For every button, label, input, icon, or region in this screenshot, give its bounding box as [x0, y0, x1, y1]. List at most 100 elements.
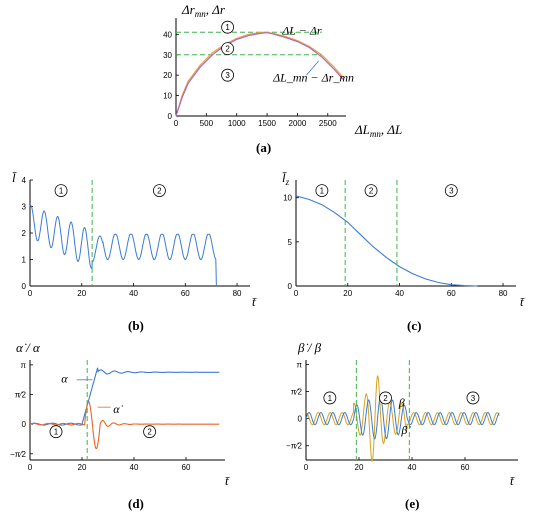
series-alpha: [29, 367, 220, 426]
panel-c-ylabel: l̄z: [282, 170, 290, 187]
y-tick-label: 0: [22, 282, 27, 291]
panel-b-xlabel: t̄: [252, 294, 257, 309]
zone-label: 2: [383, 394, 388, 403]
y-tick-label: −π⁄2: [10, 450, 27, 459]
zone-marker: [466, 391, 480, 405]
zone-marker: [364, 184, 378, 198]
zone-label: 3: [225, 71, 230, 80]
y-tick-label: π: [296, 360, 302, 369]
y-tick-label: 1: [22, 256, 27, 265]
x-tick-label: 20: [343, 289, 352, 298]
panel-b-ylabel: l̄: [12, 170, 17, 185]
y-tick-label: 40: [163, 30, 172, 39]
x-tick-label: 1500: [258, 119, 276, 128]
y-tick-label: 0: [168, 112, 173, 121]
zone-label: 1: [59, 187, 64, 196]
x-tick-label: 2500: [319, 119, 337, 128]
zone-marker: [54, 184, 68, 198]
zone-marker: [323, 391, 337, 405]
x-tick-label: 0: [174, 119, 179, 128]
panel-a-ylabel: Δrmn, Δr: [181, 2, 226, 19]
x-tick-label: 60: [447, 289, 456, 298]
y-tick-label: 0: [22, 420, 27, 429]
zone-label: 1: [328, 394, 333, 403]
panel-b: l̄ t̄ (b) 0 20 40 60 80 0 1 2 3 4 1 2: [12, 170, 257, 333]
x-tick-label: 40: [395, 289, 404, 298]
x-tick-label: 80: [233, 289, 242, 298]
panel-c-caption: (c): [407, 318, 421, 333]
x-tick-label: 20: [77, 289, 86, 298]
y-tick-label: 0: [288, 282, 293, 291]
zone-marker: [49, 425, 63, 439]
x-tick-label: 40: [130, 463, 139, 472]
panel-d-ylabel: α̇ / α: [16, 340, 41, 355]
zone-marker: [143, 425, 157, 439]
x-tick-label: 80: [499, 289, 508, 298]
series-lz: [295, 195, 478, 287]
zone-label: 2: [369, 187, 374, 196]
zone-label: 3: [471, 394, 476, 403]
panel-a-xlabel: ΔLmn, ΔL: [354, 122, 402, 139]
annotation-beta: β: [398, 396, 405, 410]
y-tick-label: π: [20, 361, 26, 370]
zone-marker: [221, 42, 235, 56]
series-dlmn-drmn: [175, 32, 344, 117]
y-tick-label: 20: [163, 71, 172, 80]
zone-label: 1: [225, 23, 230, 32]
x-tick-label: 2000: [289, 119, 307, 128]
panel-b-caption: (b): [128, 318, 144, 333]
annotation-dlmn-drmn: ΔL_mn − Δr_mn: [272, 70, 354, 84]
y-tick-label: 2: [22, 229, 27, 238]
zone-marker: [221, 68, 235, 82]
panel-d-caption: (d): [128, 496, 144, 511]
panel-c-xlabel: t̄: [520, 294, 525, 309]
panel-a-caption: (a): [256, 140, 271, 155]
zone-label: 2: [147, 428, 152, 437]
y-tick-label: 3: [22, 203, 27, 212]
y-tick-label: 10: [163, 92, 172, 101]
y-tick-label: π⁄2: [15, 391, 27, 400]
panel-a: Δrmn, Δr ΔLmn, ΔL (a) 0 500 1000 1500 2000 25…: [163, 2, 402, 155]
x-tick-label: 40: [129, 289, 138, 298]
y-tick-label: 4: [22, 176, 27, 185]
annotation-alpha-dot: α̇: [113, 402, 123, 416]
panel-e-caption: (e): [405, 496, 419, 511]
x-tick-label: 60: [181, 289, 190, 298]
x-tick-label: 1000: [228, 119, 246, 128]
zone-marker: [379, 391, 392, 405]
series-dl-dr: [175, 31, 344, 117]
annotation-pointer: [306, 60, 319, 76]
zone-marker: [153, 184, 166, 198]
y-tick-label: 30: [163, 51, 172, 60]
x-tick-label: 40: [408, 463, 417, 472]
zone-marker: [221, 20, 235, 34]
panel-d-xlabel: t̄: [225, 473, 230, 488]
zone-label: 2: [225, 45, 230, 54]
x-tick-label: 0: [28, 289, 33, 298]
y-tick-label: π⁄2: [291, 388, 303, 397]
annotation-alpha: α: [61, 372, 68, 386]
panel-e: β̇ / β t̄ (e) 0 20 40 60 π π⁄2 0 −π⁄2 1 2 3 β β̇: [286, 340, 518, 511]
x-tick-label: 20: [78, 463, 87, 472]
panel-e-ylabel: β̇ / β: [297, 340, 322, 355]
y-tick-label: 5: [288, 238, 293, 247]
x-tick-label: 0: [304, 463, 309, 472]
zone-label: 1: [320, 187, 325, 196]
annotation-dl-dr: ΔL − Δr: [281, 23, 322, 37]
x-tick-label: 0: [28, 463, 33, 472]
zone-label: 2: [157, 187, 162, 196]
series-beta: [305, 397, 500, 440]
y-tick-label: 10: [283, 194, 292, 203]
x-tick-label: 20: [355, 463, 364, 472]
panel-c: l̄z t̄ (c) 0 20 40 60 80 0 5 10 1 2 3: [282, 170, 525, 333]
x-tick-label: 60: [182, 463, 191, 472]
x-tick-label: 60: [461, 463, 470, 472]
y-tick-label: 0: [298, 415, 303, 424]
zone-label: 3: [449, 187, 454, 196]
zone-label: 1: [54, 428, 59, 437]
zone-marker: [315, 184, 329, 198]
x-tick-label: 0: [294, 289, 299, 298]
y-tick-label: −π⁄2: [286, 442, 303, 451]
